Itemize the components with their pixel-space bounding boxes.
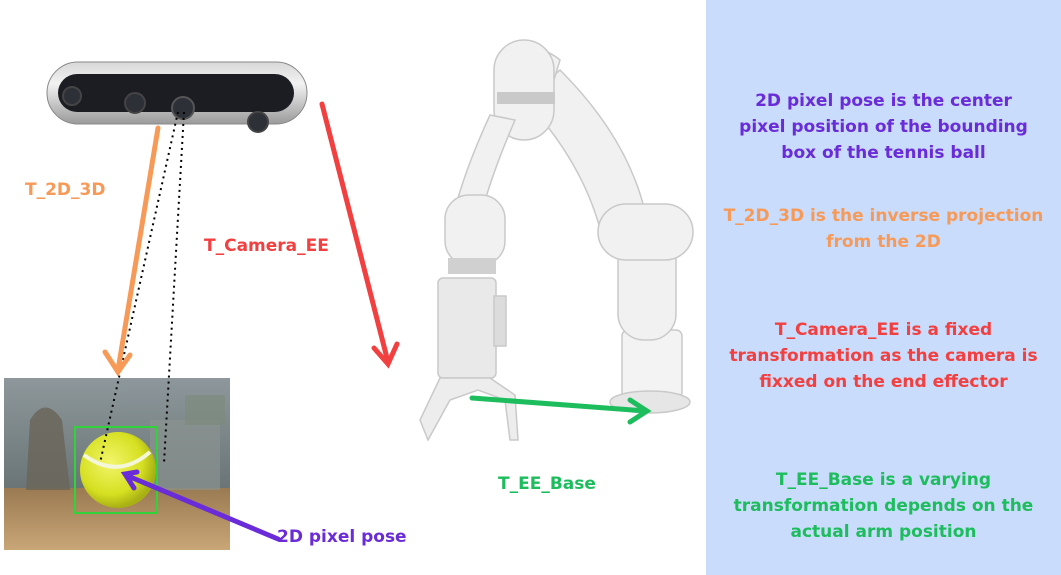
t2d3d-arrow (102, 125, 161, 377)
t2d3d-label: T_2D_3D (25, 180, 106, 200)
teebase-label: T_EE_Base (498, 474, 596, 494)
tcamera-arrow (319, 101, 400, 369)
tcamera-label: T_Camera_EE (204, 236, 329, 256)
robot-arm (419, 39, 694, 442)
tennis-ball-photo (4, 378, 230, 550)
projection-line-right (163, 111, 185, 464)
pixel-pose-note: 2D pixel pose is the center pixel positi… (739, 91, 1028, 163)
t2d3d-note: T_2D_3D is the inverse projection from t… (723, 206, 1044, 252)
pixel-pose-arrow (120, 469, 281, 542)
pixel-pose-label: 2D pixel pose (277, 527, 407, 547)
bounding-box (74, 426, 158, 514)
explanation-panel: 2D pixel pose is the center pixel positi… (706, 0, 1061, 575)
depth-camera (46, 61, 308, 133)
tcamera-note: T_Camera_EE is a fixed transformation as… (729, 320, 1038, 392)
teebase-note: T_EE_Base is a varying transformation de… (733, 470, 1034, 542)
teebase-arrow (469, 395, 652, 425)
